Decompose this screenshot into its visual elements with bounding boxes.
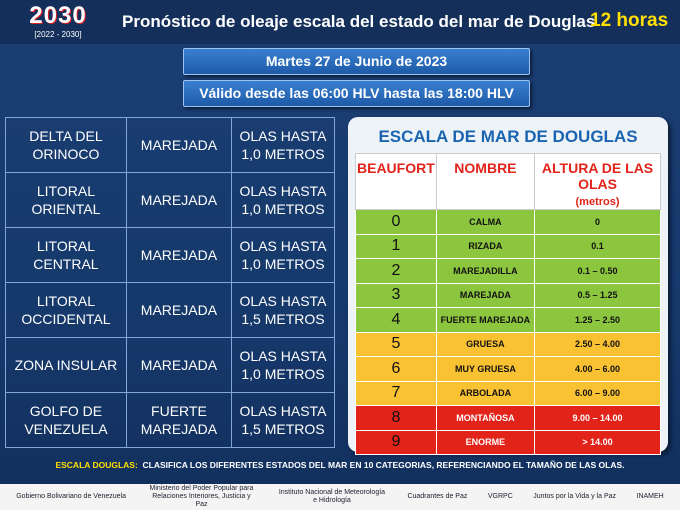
note-text: CLASIFICA LOS DIFERENTES ESTADOS DEL MAR…	[142, 460, 625, 470]
region: DELTA DEL ORINOCO	[5, 117, 127, 173]
scale-name: ENORME	[435, 429, 536, 455]
scale-height: 0	[534, 209, 661, 235]
note-label: ESCALA DOUGLAS:	[55, 460, 138, 470]
forecast-row: GOLFO DE VENEZUELA FUERTE MAREJADA OLAS HA…	[5, 392, 336, 448]
scale-height: 0.1 – 0.50	[534, 258, 661, 284]
wave-height: OLAS HASTA 1,5 METROS	[230, 282, 336, 338]
sea-state: MAREJADA	[125, 337, 232, 393]
wave-height: OLAS HASTA 1,0 METROS	[230, 117, 336, 173]
sea-state: MAREJADA	[125, 282, 232, 338]
scale-name: RIZADA	[435, 233, 536, 259]
forecast-row: DELTA DEL ORINOCO MAREJADA OLAS HASTA 1,0 …	[5, 117, 336, 173]
logo-label: Cuadrantes de Paz	[407, 493, 468, 500]
scale-row: 7 ARBOLADA 6.00 – 9.00	[355, 380, 661, 406]
sea-state: MAREJADA	[125, 172, 232, 228]
top-bar: 2030 [2022 - 2030] Pronóstico de oleaje …	[0, 0, 680, 44]
logo: 2030 [2022 - 2030]	[8, 2, 108, 42]
validity: Válido desde las 06:00 HLV hasta las 18:…	[183, 80, 530, 107]
scale-height: 0.5 – 1.25	[534, 282, 661, 308]
logo-text: 2030	[29, 2, 87, 29]
scale-height: 6.00 – 9.00	[534, 380, 661, 406]
scale-header-cell: NOMBRE	[435, 153, 536, 210]
scale-row: 2 MAREJADILLA 0.1 – 0.50	[355, 258, 661, 284]
scale-level: 8	[355, 405, 437, 431]
scale-row: 1 RIZADA 0.1	[355, 233, 661, 259]
scale-row: 9 ENORME > 14.00	[355, 429, 661, 455]
sea-state: FUERTE MAREJADA	[125, 392, 232, 448]
scale-row: 4 FUERTE MAREJADA 1.25 – 2.50	[355, 307, 661, 333]
scale-level: 0	[355, 209, 437, 235]
scale-header-cell: ALTURA DE LAS OLAS (metros)	[534, 153, 661, 210]
region: GOLFO DE VENEZUELA	[5, 392, 127, 448]
scale-row: 5 GRUESA 2.50 – 4.00	[355, 331, 661, 357]
unit: (metros)	[575, 196, 620, 208]
wave-height: OLAS HASTA 1,0 METROS	[230, 337, 336, 393]
date: Martes 27 de Junio de 2023	[183, 48, 530, 75]
sea-state: MAREJADA	[125, 227, 232, 283]
scale-row: 6 MUY GRUESA 4.00 – 6.00	[355, 356, 661, 382]
scale-name: CALMA	[435, 209, 536, 235]
logo-label: Instituto Nacional de Meteorología e Hid…	[278, 489, 386, 504]
scale-row: 0 CALMA 0	[355, 209, 661, 235]
forecast-row: LITORAL CENTRAL MAREJADA OLAS HASTA 1,0 ME…	[5, 227, 336, 283]
logo-label: INAMEH	[636, 493, 664, 500]
scale-name: FUERTE MAREJADA	[435, 307, 536, 333]
scale-name: MAREJADILLA	[435, 258, 536, 284]
scale-row: 8 MONTAÑOSA 9.00 – 14.00	[355, 405, 661, 431]
scale-name: GRUESA	[435, 331, 536, 357]
scale-level: 5	[355, 331, 437, 357]
scale-name: ARBOLADA	[435, 380, 536, 406]
scale-title: ESCALA DE MAR DE DOUGLAS	[378, 127, 638, 146]
scale-level: 7	[355, 380, 437, 406]
scale-level: 6	[355, 356, 437, 382]
scale-height: > 14.00	[534, 429, 661, 455]
forecast-row: ZONA INSULAR MAREJADA OLAS HASTA 1,0 METRO…	[5, 337, 336, 393]
region: LITORAL CENTRAL	[5, 227, 127, 283]
logo-label: VGRPC	[487, 493, 513, 500]
scale-level: 9	[355, 429, 437, 455]
period: 12 horas	[590, 10, 669, 31]
forecast-row: LITORAL ORIENTAL MAREJADA OLAS HASTA 1,0 M…	[5, 172, 336, 228]
wave-height: OLAS HASTA 1,0 METROS	[230, 172, 336, 228]
scale-table: BEAUFORT NOMBRE ALTURA DE LAS OLAS (metros)…	[355, 153, 661, 455]
title: Pronóstico de oleaje escala del estado d…	[122, 12, 596, 31]
scale-row: 3 MAREJADA 0.5 – 1.25	[355, 282, 661, 308]
forecast-table: DELTA DEL ORINOCO MAREJADA OLAS HASTA 1,0 …	[5, 117, 336, 448]
region: LITORAL ORIENTAL	[5, 172, 127, 228]
sea-state: MAREJADA	[125, 117, 232, 173]
forecast-row: LITORAL OCCIDENTAL MAREJADA OLAS HASTA 1,5…	[5, 282, 336, 338]
scale-level: 1	[355, 233, 437, 259]
logo-label: Juntos por la Vida y la Paz	[533, 493, 617, 500]
wave-height: OLAS HASTA 1,5 METROS	[230, 392, 336, 448]
region: LITORAL OCCIDENTAL	[5, 282, 127, 338]
scale-header: BEAUFORT NOMBRE ALTURA DE LAS OLAS (metros)	[355, 153, 661, 210]
logo-subtext: [2022 - 2030]	[34, 30, 82, 39]
scale-level: 2	[355, 258, 437, 284]
scale-name: MAREJADA	[435, 282, 536, 308]
scale-header-cell: BEAUFORT	[355, 153, 437, 210]
logo-label: Ministerio del Poder Popular para Relaci…	[149, 485, 254, 508]
scale-name: MUY GRUESA	[435, 356, 536, 382]
scale-panel: ESCALA DE MAR DE DOUGLAS BEAUFORT NOMBRE A…	[348, 117, 668, 455]
scale-height: 1.25 – 2.50	[534, 307, 661, 333]
scale-height: 0.1	[534, 233, 661, 259]
scale-height: 2.50 – 4.00	[534, 331, 661, 357]
logo-label: Gobierno Bolivariano de Venezuela	[16, 493, 126, 500]
scale-level: 3	[355, 282, 437, 308]
scale-name: MONTAÑOSA	[435, 405, 536, 431]
scale-level: 4	[355, 307, 437, 333]
region: ZONA INSULAR	[5, 337, 127, 393]
scale-height: 9.00 – 14.00	[534, 405, 661, 431]
scale-height: 4.00 – 6.00	[534, 356, 661, 382]
footer-note: ESCALA DOUGLAS: CLASIFICA LOS DIFERENTES…	[0, 460, 680, 470]
wave-height: OLAS HASTA 1,0 METROS	[230, 227, 336, 283]
logo-strip: Gobierno Bolivariano de Venezuela Ministe…	[0, 484, 680, 510]
